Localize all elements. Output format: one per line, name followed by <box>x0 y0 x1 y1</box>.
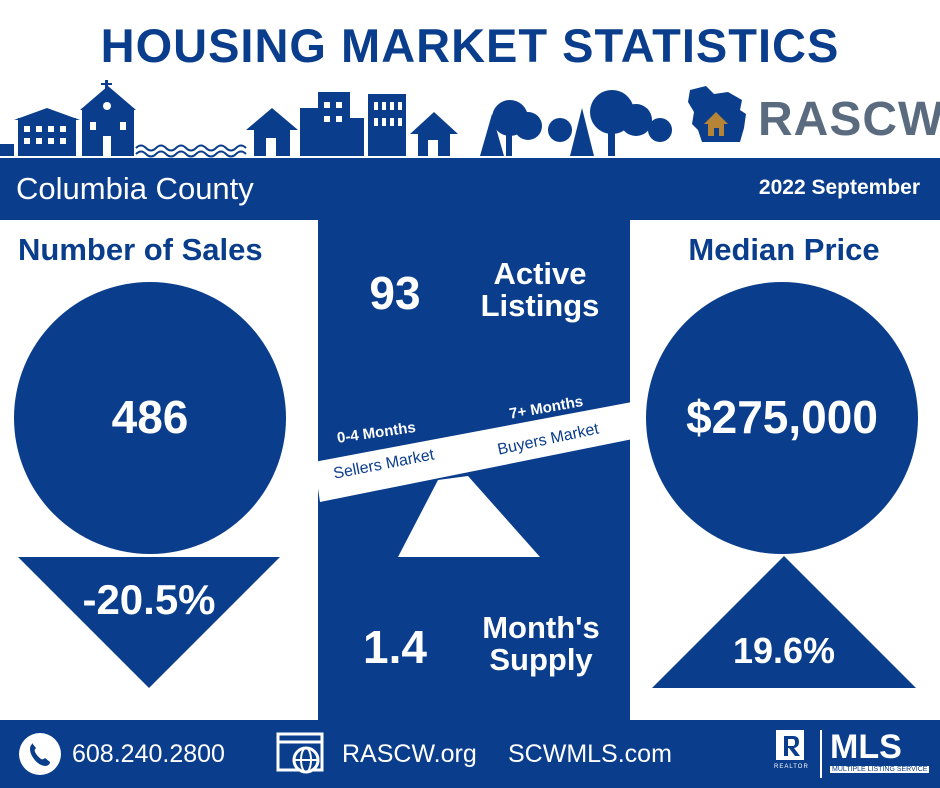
report-period: 2022 September <box>758 176 920 199</box>
sales-value: 486 <box>111 391 189 443</box>
phone-icon <box>19 733 61 775</box>
up-triangle-icon <box>652 556 916 688</box>
active-listings-label-line2: Listings <box>480 288 600 323</box>
skyline-illustration <box>0 80 672 158</box>
active-listings-label: Active Listings <box>470 258 610 322</box>
web-icon <box>276 732 324 774</box>
brand-name: RASCW <box>758 93 940 146</box>
down-triangle-icon <box>18 557 280 688</box>
page-title: HOUSING MARKET STATISTICS <box>100 19 840 72</box>
sales-circle <box>14 282 286 554</box>
active-listings-value: 93 <box>369 267 421 319</box>
price-value: $275,000 <box>686 391 878 443</box>
supply-label-line2: Supply <box>489 642 593 677</box>
sales-change: -20.5% <box>82 576 216 623</box>
website-rascw[interactable]: RASCW.org <box>342 740 477 768</box>
supply-label-line1: Month's <box>482 610 600 645</box>
price-circle <box>646 282 918 554</box>
realtor-text: REALTOR <box>774 764 809 770</box>
realtor-logo-icon <box>776 730 804 760</box>
market-scale <box>314 402 638 557</box>
price-heading: Median Price <box>688 232 880 267</box>
mls-logo: MLS <box>830 728 902 766</box>
phone-number[interactable]: 608.240.2800 <box>72 740 225 768</box>
active-listings-label-line1: Active <box>493 256 587 291</box>
footer-divider <box>820 730 822 778</box>
mls-subtitle: MULTIPLE LISTING SERVICE <box>830 766 930 773</box>
price-change: 19.6% <box>732 630 836 671</box>
sales-heading: Number of Sales <box>18 232 263 267</box>
header-bar <box>0 158 940 220</box>
website-scwmls[interactable]: SCWMLS.com <box>508 740 672 768</box>
supply-value: 1.4 <box>363 621 427 673</box>
supply-label: Month's Supply <box>466 612 616 676</box>
wisconsin-logo-icon <box>688 86 746 142</box>
county-name: Columbia County <box>16 171 254 206</box>
